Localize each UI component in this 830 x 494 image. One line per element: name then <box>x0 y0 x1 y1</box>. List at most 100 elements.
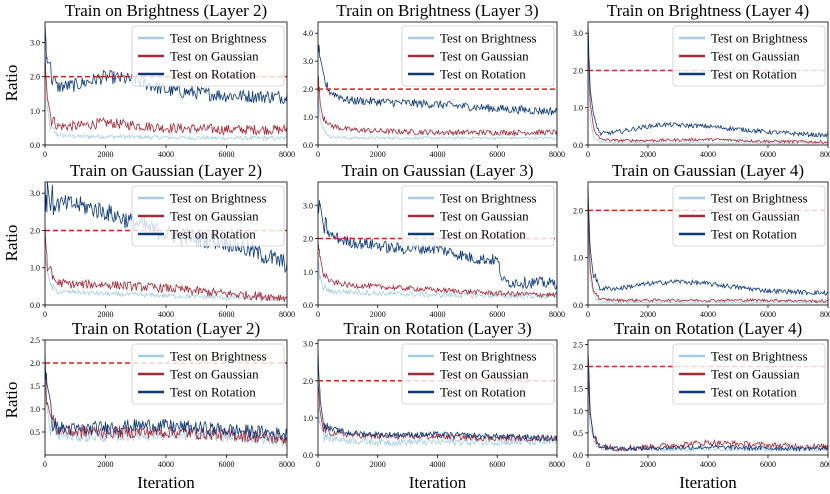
panel-7-xtick-4000: 4000 <box>158 460 174 469</box>
panel-5-legend-label-test-on-rotation: Test on Rotation <box>440 227 526 242</box>
panel-8-ytick-3: 3.0 <box>303 340 313 349</box>
panel-3-xtick-0: 0 <box>586 150 590 159</box>
panel-9-ytick-0-5: 0.5 <box>573 429 583 438</box>
panel-1-xtick-0: 0 <box>43 150 47 159</box>
panel-9-series-test-on-gaussian <box>588 370 828 452</box>
panel-3-xtick-4000: 4000 <box>700 150 716 159</box>
panel-5-ytick-0: 0.0 <box>303 301 313 310</box>
panel-6-series-test-on-gaussian <box>588 207 828 304</box>
panel-6-title: Train on Gaussian (Layer 4) <box>612 161 804 180</box>
panel-7-series-test-on-gaussian <box>45 367 287 445</box>
panel-6-xtick-8000: 8000 <box>820 310 830 319</box>
panel-2-xtick-8000: 8000 <box>549 150 565 159</box>
panel-5-xtick-4000: 4000 <box>430 310 446 319</box>
panel-6-xtick-2000: 2000 <box>640 310 656 319</box>
panel-3-ytick-2: 2.0 <box>573 66 583 75</box>
panel-3-series-test-on-rotation <box>588 26 828 139</box>
panel-3-legend-label-test-on-brightness: Test on Brightness <box>711 31 808 46</box>
panel-6-xtick-6000: 6000 <box>760 310 776 319</box>
ylabel-row-1: Ratio <box>2 65 21 102</box>
panel-9-xtick-6000: 6000 <box>760 460 776 469</box>
panel-8-legend-label-test-on-gaussian: Test on Gaussian <box>440 367 529 382</box>
panel-5-series-test-on-gaussian <box>318 242 557 299</box>
panel-1-title: Train on Brightness (Layer 2) <box>65 1 267 20</box>
panel-8: Train on Rotation (Layer 3) 0 2000 4000 6000… <box>303 319 565 469</box>
panel-1-series-test-on-gaussian <box>45 54 287 136</box>
panel-2-title: Train on Brightness (Layer 3) <box>336 1 538 20</box>
panel-4-xtick-8000: 8000 <box>279 310 295 319</box>
panel-5-series-test-on-brightness <box>318 260 557 301</box>
panel-8-series-test-on-brightness <box>318 408 557 448</box>
panel-2-ytick-0: 0.0 <box>303 141 313 150</box>
panel-4-ytick-2: 2.0 <box>30 226 40 235</box>
panel-6-series-test-on-brightness <box>588 235 828 305</box>
panel-6-legend: Test on Brightness Test on Gaussian Test o… <box>672 185 826 247</box>
panel-2-ytick-2: 2.0 <box>303 85 313 94</box>
panel-3: Train on Brightness (Layer 4) 0 2000 4000 60… <box>573 1 830 159</box>
panel-8-legend-label-test-on-rotation: Test on Rotation <box>440 385 526 400</box>
panel-9-xtick-8000: 8000 <box>820 460 830 469</box>
panel-9-ytick-1-5: 1.5 <box>573 385 583 394</box>
panel-4-xtick-4000: 4000 <box>158 310 174 319</box>
panel-7-title: Train on Rotation (Layer 2) <box>72 319 260 338</box>
panel-7-legend: Test on Brightness Test on Gaussian Test o… <box>131 343 285 405</box>
panel-1-xtick-6000: 6000 <box>219 150 235 159</box>
panel-1-ytick-3: 3.0 <box>30 39 40 48</box>
panel-5: Train on Gaussian (Layer 3) 0 2000 4000 6000… <box>303 161 565 319</box>
panel-5-legend: Test on Brightness Test on Gaussian Test o… <box>401 185 555 247</box>
panel-5-ytick-3: 3.0 <box>303 201 313 210</box>
panel-8-xtick-8000: 8000 <box>549 460 565 469</box>
panel-6-ytick-2: 2.0 <box>573 206 583 215</box>
panel-4-ytick-1: 1.0 <box>30 264 40 273</box>
panel-1-legend-label-test-on-brightness: Test on Brightness <box>170 31 267 46</box>
panel-8-xtick-0: 0 <box>316 460 320 469</box>
panel-3-legend-label-test-on-rotation: Test on Rotation <box>711 67 797 82</box>
panel-2-xtick-4000: 4000 <box>430 150 446 159</box>
panel-4-legend-label-test-on-rotation: Test on Rotation <box>170 227 256 242</box>
panel-3-legend-label-test-on-gaussian: Test on Gaussian <box>711 49 800 64</box>
panel-6-legend-label-test-on-rotation: Test on Rotation <box>711 227 797 242</box>
panel-7-xtick-0: 0 <box>43 460 47 469</box>
panel-9-ytick-0: 0.0 <box>573 451 583 460</box>
panel-9-legend-label-test-on-rotation: Test on Rotation <box>711 385 797 400</box>
panel-1-legend-label-test-on-rotation: Test on Rotation <box>170 67 256 82</box>
panel-7-xtick-2000: 2000 <box>98 460 114 469</box>
panel-4-xtick-0: 0 <box>43 310 47 319</box>
panel-6-xtick-4000: 4000 <box>700 310 716 319</box>
panel-8-title: Train on Rotation (Layer 3) <box>343 319 531 338</box>
panel-7-ytick-1: 1.0 <box>30 405 40 414</box>
panel-3-series-test-on-brightness <box>588 62 828 145</box>
panel-5-xtick-2000: 2000 <box>370 310 386 319</box>
panel-7-legend-label-test-on-brightness: Test on Brightness <box>170 349 267 364</box>
panel-2-legend-label-test-on-gaussian: Test on Gaussian <box>440 49 529 64</box>
panel-8-ytick-0: 0.0 <box>303 451 313 460</box>
panel-9-xtick-4000: 4000 <box>700 460 716 469</box>
panel-4: Train on Gaussian (Layer 2) 0 2000 4000 6000… <box>30 161 295 319</box>
panel-6: Train on Gaussian (Layer 4) 0 2000 4000 6000… <box>573 161 830 319</box>
panel-6-series-test-on-rotation <box>588 187 828 296</box>
panel-8-legend: Test on Brightness Test on Gaussian Test o… <box>401 343 555 405</box>
panel-7-series-test-on-rotation <box>45 353 287 441</box>
panel-1-xtick-4000: 4000 <box>158 150 174 159</box>
panel-6-xtick-0: 0 <box>586 310 590 319</box>
panel-5-xtick-8000: 8000 <box>549 310 565 319</box>
panel-3-xtick-8000: 8000 <box>820 150 830 159</box>
panel-9-legend-label-test-on-gaussian: Test on Gaussian <box>711 367 800 382</box>
panel-2-series-test-on-rotation <box>318 44 557 116</box>
panel-4-series-test-on-brightness <box>45 250 287 302</box>
panel-2-ytick-1: 1.0 <box>303 113 313 122</box>
panel-2-xtick-6000: 6000 <box>489 150 505 159</box>
panel-3-ytick-0: 0.0 <box>573 141 583 150</box>
panel-9-legend-label-test-on-brightness: Test on Brightness <box>711 349 808 364</box>
panel-2-legend-label-test-on-rotation: Test on Rotation <box>440 67 526 82</box>
panel-1-series-test-on-rotation <box>45 25 287 105</box>
panel-7-ytick-1-5: 1.5 <box>30 382 40 391</box>
panel-9-ytick-1: 1.0 <box>573 407 583 416</box>
panel-5-series-test-on-rotation <box>318 200 557 290</box>
panel-3-legend: Test on Brightness Test on Gaussian Test o… <box>672 25 826 87</box>
panel-8-ytick-2: 2.0 <box>303 377 313 386</box>
panel-4-ytick-3: 3.0 <box>30 189 40 198</box>
panel-7-legend-label-test-on-gaussian: Test on Gaussian <box>170 367 259 382</box>
panel-4-legend-label-test-on-gaussian: Test on Gaussian <box>170 209 259 224</box>
